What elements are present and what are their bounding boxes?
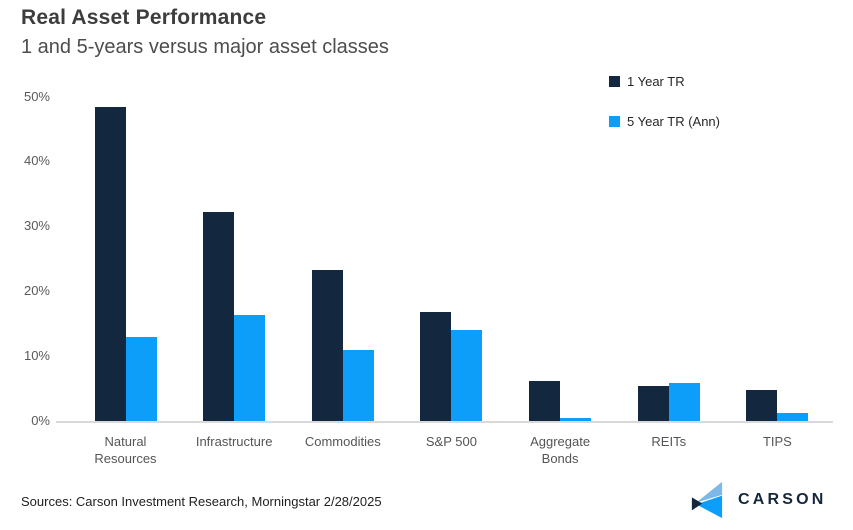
legend-label-5-year: 5 Year TR (Ann)	[627, 113, 720, 129]
bar-5-year-tr-ann-s-p-500	[451, 330, 483, 421]
bar-5-year-tr-ann-natural-resources	[125, 336, 157, 421]
x-category-label-infrastructure: Infrastructure	[195, 434, 273, 449]
carson-logo-icon	[691, 481, 723, 519]
legend: 1 Year TR 5 Year TR (Ann)	[609, 74, 720, 154]
bar-1-year-tr-reits	[637, 385, 669, 421]
y-tick-label-0: 0%	[31, 413, 50, 428]
source-note: Sources: Carson Investment Research, Mor…	[21, 494, 382, 509]
x-category-label-commodities: Commodities	[304, 434, 381, 449]
legend-swatch-1-year	[609, 75, 620, 87]
bar-5-year-tr-ann-commodities	[342, 349, 374, 421]
bar-1-year-tr-tips	[746, 390, 778, 421]
x-category-label-aggregate-bonds: Aggregate Bonds	[530, 434, 591, 466]
y-tick-label-40: 40%	[23, 153, 50, 169]
carson-logo: CARSON	[691, 481, 827, 519]
bar-1-year-tr-s-p-500	[420, 311, 452, 421]
y-tick-label-50: 50%	[23, 88, 50, 104]
bar-1-year-tr-commodities	[311, 270, 343, 421]
legend-swatch-5-year	[609, 115, 620, 127]
y-tick-label-10: 10%	[23, 348, 50, 364]
x-category-label-s-p-500: S&P 500	[425, 434, 477, 449]
carson-wordmark: CARSON	[738, 491, 827, 508]
legend-item-5-year: 5 Year TR (Ann)	[609, 113, 720, 129]
bar-5-year-tr-ann-tips	[777, 412, 809, 421]
bar-5-year-tr-ann-aggregate-bonds	[560, 418, 592, 421]
bar-1-year-tr-natural-resources	[94, 106, 126, 421]
bar-5-year-tr-ann-reits	[668, 383, 700, 421]
x-category-label-reits: REITs	[651, 434, 687, 449]
y-tick-label-30: 30%	[23, 218, 50, 234]
x-axis-line	[56, 421, 833, 423]
chart-title: Real Asset Performance	[21, 6, 267, 29]
legend-item-1-year: 1 Year TR	[609, 73, 720, 89]
x-category-label-tips: TIPS	[762, 434, 792, 449]
bar-1-year-tr-aggregate-bonds	[529, 381, 561, 421]
legend-label-1-year: 1 Year TR	[627, 73, 685, 89]
chart-subtitle: 1 and 5-years versus major asset classes	[21, 36, 389, 58]
y-tick-label-20: 20%	[23, 283, 50, 299]
bar-1-year-tr-infrastructure	[203, 212, 235, 421]
x-category-label-natural-resources: Natural Resources	[94, 434, 157, 466]
bar-5-year-tr-ann-infrastructure	[234, 315, 266, 421]
